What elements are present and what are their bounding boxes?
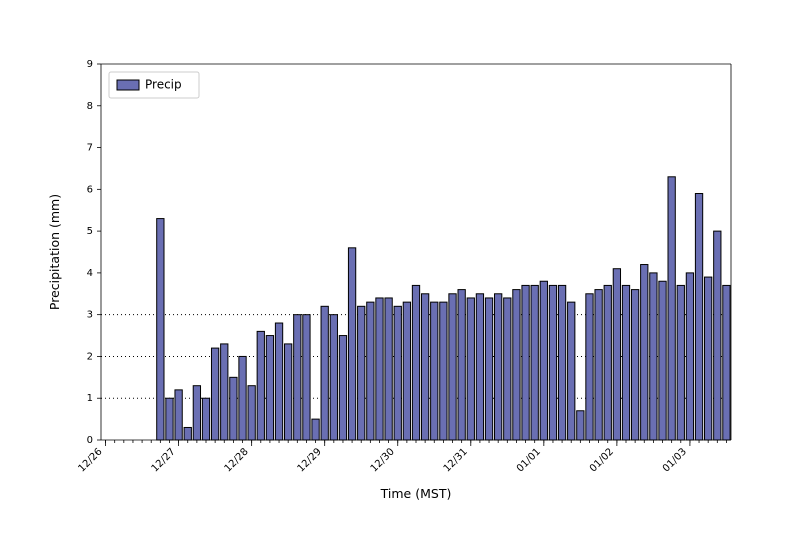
bar xyxy=(294,315,301,440)
bar xyxy=(668,177,675,440)
bar xyxy=(613,269,620,440)
bar xyxy=(339,336,346,440)
bar xyxy=(303,315,310,440)
x-axis-label: Time (MST) xyxy=(380,486,452,501)
bar xyxy=(184,427,191,440)
bar xyxy=(577,411,584,440)
bar xyxy=(449,294,456,440)
bar xyxy=(239,356,246,440)
y-tick-label: 0 xyxy=(87,435,93,446)
bar xyxy=(376,298,383,440)
bar xyxy=(394,306,401,440)
bar xyxy=(431,302,438,440)
bar xyxy=(695,194,702,440)
bar xyxy=(157,219,164,440)
bar xyxy=(275,323,282,440)
bar xyxy=(421,294,428,440)
bar xyxy=(686,273,693,440)
bar xyxy=(348,248,355,440)
bar xyxy=(595,290,602,440)
bar xyxy=(467,298,474,440)
bar xyxy=(485,298,492,440)
bar xyxy=(367,302,374,440)
bar xyxy=(677,285,684,440)
bar xyxy=(230,377,237,440)
bar xyxy=(358,306,365,440)
y-tick-label: 2 xyxy=(87,351,93,362)
bar-chart: 0123456789Precipitation (mm)12/2612/2712… xyxy=(0,0,812,534)
bar xyxy=(522,285,529,440)
y-tick-label: 6 xyxy=(87,184,93,195)
bar xyxy=(540,281,547,440)
y-tick-label: 3 xyxy=(87,310,93,321)
y-axis-label: Precipitation (mm) xyxy=(47,194,62,310)
bar xyxy=(248,386,255,440)
bar xyxy=(166,398,173,440)
y-tick-label: 5 xyxy=(87,226,93,237)
bar xyxy=(659,281,666,440)
bar xyxy=(549,285,556,440)
y-tick-label: 4 xyxy=(87,268,93,279)
bar xyxy=(193,386,200,440)
y-tick-label: 8 xyxy=(87,101,93,112)
bar xyxy=(631,290,638,440)
y-tick-label: 9 xyxy=(87,59,93,70)
bar xyxy=(175,390,182,440)
bar xyxy=(586,294,593,440)
bar xyxy=(312,419,319,440)
bar xyxy=(622,285,629,440)
bar xyxy=(330,315,337,440)
bar xyxy=(403,302,410,440)
bar xyxy=(531,285,538,440)
bar xyxy=(458,290,465,440)
bar xyxy=(440,302,447,440)
y-tick-label: 7 xyxy=(87,143,93,154)
y-tick-label: 1 xyxy=(87,393,93,404)
chart-svg: 0123456789Precipitation (mm)12/2612/2712… xyxy=(0,0,812,530)
bar xyxy=(202,398,209,440)
bar xyxy=(723,285,730,440)
bar xyxy=(604,285,611,440)
legend-label: Precip xyxy=(145,78,182,92)
bar xyxy=(650,273,657,440)
bar xyxy=(412,285,419,440)
bar xyxy=(476,294,483,440)
bar xyxy=(385,298,392,440)
bar xyxy=(321,306,328,440)
legend: Precip xyxy=(109,72,199,98)
bar xyxy=(513,290,520,440)
bar xyxy=(495,294,502,440)
bar xyxy=(266,336,273,440)
bar xyxy=(705,277,712,440)
bar xyxy=(568,302,575,440)
bar xyxy=(558,285,565,440)
legend-swatch xyxy=(117,80,139,90)
bar xyxy=(504,298,511,440)
bar xyxy=(221,344,228,440)
bar xyxy=(257,331,264,440)
bar xyxy=(285,344,292,440)
bar xyxy=(714,231,721,440)
bar xyxy=(641,265,648,440)
bar xyxy=(211,348,218,440)
